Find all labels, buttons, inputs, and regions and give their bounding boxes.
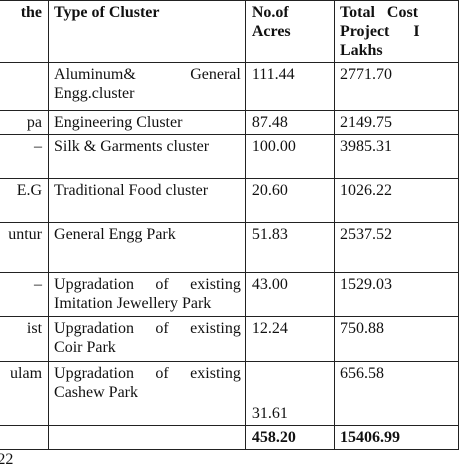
cluster-line: Cashew Park [54, 384, 138, 401]
header-district-line2: r [0, 22, 42, 41]
cost-cell: 1026.22 [333, 178, 460, 223]
district-cell: ist [0, 316, 50, 362]
district-cell: E.G [0, 178, 50, 223]
header-cost-line2: Project I [339, 23, 420, 40]
acres-cell: 43.00 [244, 272, 335, 317]
footnote: -22 [0, 451, 14, 468]
district-cell: untur [0, 222, 50, 273]
header-type-of-cluster: Type of Cluster [48, 0, 246, 63]
cluster-line: Coir Park [54, 339, 116, 356]
cost-cell: 750.88 [333, 316, 460, 362]
cluster-line: General Engg Park [54, 226, 176, 243]
header-acres-line2: Acres [251, 23, 291, 40]
cluster-line: Upgradation of existing [54, 365, 241, 382]
district-cell: – [0, 272, 50, 317]
table-row: ist Upgradation of existing Coir Park 12… [0, 316, 460, 362]
cost-cell: 656.58 [333, 361, 460, 426]
header-total-cost: Total Cost Project I Lakhs [333, 0, 460, 63]
cluster-cell: Engineering Cluster [48, 110, 246, 135]
table-row: E.G Traditional Food cluster 20.60 1026.… [0, 178, 460, 223]
total-cluster-cell [48, 425, 246, 450]
table-row: Aluminum& General Engg.cluster 111.44 27… [0, 62, 460, 111]
cluster-line: Upgradation of existing [54, 320, 241, 337]
cluster-cell: Silk & Garments cluster [48, 134, 246, 179]
cluster-line: Traditional Food cluster [54, 182, 209, 199]
table-row: ulam Upgradation of existing Cashew Park… [0, 361, 460, 426]
header-district-line1: the [20, 4, 43, 21]
cluster-line: Aluminum& General [54, 66, 241, 83]
cluster-cell: General Engg Park [48, 222, 246, 273]
cluster-line: Silk & Garments cluster [54, 138, 210, 155]
district-cell: – [0, 134, 50, 179]
header-cost-line1: Total Cost [339, 4, 419, 21]
acres-cell: 20.60 [244, 178, 335, 223]
cost-cell: 1529.03 [333, 272, 460, 317]
cluster-table: the r Type of Cluster No.of Acres Total … [0, 0, 460, 450]
acres-cell: 12.24 [244, 316, 335, 362]
acres-cell: 111.44 [244, 62, 335, 111]
cluster-line: Engg.cluster [54, 85, 135, 102]
district-cell [0, 62, 50, 111]
cluster-line: Upgradation of existing [54, 276, 241, 293]
table-row: untur General Engg Park 51.83 2537.52 [0, 222, 460, 273]
cluster-cell: Upgradation of existing Imitation Jewell… [48, 272, 246, 317]
total-cost: 15406.99 [333, 425, 460, 450]
cost-cell: 2771.70 [333, 62, 460, 111]
acres-cell: 31.61 [244, 361, 335, 426]
table-row: – Upgradation of existing Imitation Jewe… [0, 272, 460, 317]
cluster-cell: Upgradation of existing Cashew Park [48, 361, 246, 426]
district-cell: pa [0, 110, 50, 135]
cluster-line: Imitation Jewellery Park [54, 295, 212, 312]
header-acres-line1: No.of [251, 4, 289, 21]
header-district: the r [0, 0, 50, 63]
header-acres: No.of Acres [244, 0, 335, 63]
table-row: pa Engineering Cluster 87.48 2149.75 [0, 110, 460, 135]
header-type-label: Type of Cluster [54, 4, 160, 21]
cluster-cell: Upgradation of existing Coir Park [48, 316, 246, 362]
header-cost-line3: Lakhs [339, 42, 383, 59]
cost-cell: 2537.52 [333, 222, 460, 273]
cluster-cell: Traditional Food cluster [48, 178, 246, 223]
acres-cell: 100.00 [244, 134, 335, 179]
cluster-cell: Aluminum& General Engg.cluster [48, 62, 246, 111]
cluster-line: Engineering Cluster [54, 114, 183, 131]
district-cell: ulam [0, 361, 50, 426]
acres-cell: 87.48 [244, 110, 335, 135]
total-district-cell [0, 425, 50, 450]
cost-cell: 2149.75 [333, 110, 460, 135]
total-row: 458.20 15406.99 [0, 425, 460, 450]
acres-cell: 51.83 [244, 222, 335, 273]
cost-cell: 3985.31 [333, 134, 460, 179]
total-acres: 458.20 [244, 425, 335, 450]
header-row: the r Type of Cluster No.of Acres Total … [0, 0, 460, 63]
table-row: – Silk & Garments cluster 100.00 3985.31 [0, 134, 460, 179]
